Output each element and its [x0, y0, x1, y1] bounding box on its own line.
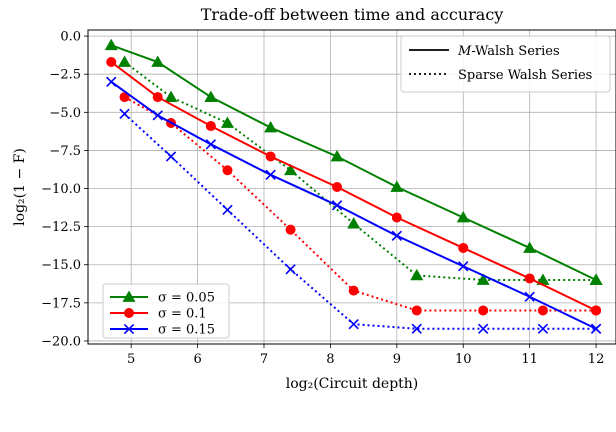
- triangle-marker: [104, 38, 118, 51]
- y-tick-label: −7.5: [49, 144, 81, 159]
- x-marker: [411, 323, 422, 334]
- circle-marker: [537, 305, 548, 316]
- circle-marker: [205, 121, 216, 132]
- circle-marker: [411, 305, 422, 316]
- y-tick-label: −10.0: [41, 182, 81, 197]
- x-marker: [348, 319, 359, 330]
- y-tick-label: −20.0: [41, 334, 81, 349]
- plot-frame: [87, 29, 616, 345]
- triangle-marker: [220, 116, 234, 128]
- legend-label: σ = 0.05: [158, 291, 215, 306]
- triangle-marker: [264, 121, 278, 133]
- legend-label: σ = 0.15: [158, 323, 215, 338]
- x-marker: [152, 110, 163, 121]
- y-axis-label: log₂(1 − F): [12, 148, 28, 226]
- triangle-marker: [476, 273, 490, 285]
- x-marker: [123, 323, 135, 335]
- circle-marker: [222, 165, 233, 176]
- series: [119, 108, 602, 334]
- x-tick-label: 5: [127, 352, 135, 367]
- x-marker: [458, 261, 469, 272]
- circle-marker: [332, 182, 343, 192]
- y-tick-label: −17.5: [41, 296, 81, 311]
- x-marker: [285, 264, 296, 275]
- legend-box: [400, 35, 611, 93]
- legend-label: M-Walsh Series: [457, 44, 560, 59]
- circle-marker: [458, 242, 469, 253]
- x-marker: [106, 76, 117, 87]
- series-layer: [104, 38, 603, 334]
- circle-marker: [348, 285, 359, 296]
- legend-label: Sparse Walsh Series: [458, 68, 592, 83]
- legend-label: σ = 0.1: [158, 307, 207, 322]
- triangle-marker: [347, 217, 361, 229]
- triangle-marker: [456, 210, 470, 223]
- x-marker: [478, 323, 489, 334]
- circle-marker: [119, 92, 130, 103]
- x-tick-label: 6: [193, 352, 201, 367]
- triangle-marker: [589, 273, 603, 285]
- x-tick-label: 11: [521, 352, 538, 367]
- x-marker: [165, 151, 177, 162]
- triangle-marker: [164, 90, 178, 102]
- triangle-marker: [151, 55, 165, 67]
- x-marker: [537, 323, 549, 334]
- circle-marker: [524, 273, 535, 284]
- series-line: [123, 61, 597, 281]
- x-tick-label: 9: [393, 352, 401, 367]
- axis-ticks: 5 6 7 8 9 10 11 12 0.0 −2.5 −5.0 −7.5 −10.0 −12.5 −15.…: [41, 30, 604, 367]
- circle-marker: [265, 151, 276, 162]
- x-marker: [265, 169, 276, 180]
- triangle-marker: [410, 268, 424, 281]
- y-tick-label: −2.5: [49, 68, 81, 83]
- x-marker: [222, 204, 233, 216]
- triangle-marker: [330, 150, 344, 162]
- x-tick-label: 7: [260, 352, 268, 367]
- y-tick-label: −5.0: [49, 106, 81, 121]
- x-marker: [391, 230, 402, 241]
- triangle-marker: [390, 180, 404, 192]
- x-marker: [590, 323, 602, 334]
- x-tick-label: 10: [455, 352, 472, 367]
- y-tick-label: −15.0: [41, 258, 81, 273]
- series-line: [110, 61, 597, 312]
- x-axis-label: log₂(Circuit depth): [286, 376, 419, 392]
- x-marker: [205, 139, 217, 150]
- series: [118, 55, 603, 285]
- x-tick-label: 8: [326, 352, 334, 367]
- circle-marker: [152, 92, 163, 103]
- circle-marker: [106, 57, 117, 68]
- circle-marker: [591, 305, 602, 316]
- circle-marker: [478, 305, 489, 316]
- series: [106, 76, 602, 334]
- series: [119, 92, 602, 316]
- chart-title: Trade-off between time and accuracy: [201, 5, 504, 24]
- legend-sigma: σ = 0.05σ = 0.1σ = 0.15: [102, 283, 230, 339]
- x-marker: [331, 200, 343, 211]
- circle-marker: [285, 224, 296, 235]
- y-tick-label: 0.0: [60, 30, 81, 45]
- triangle-marker: [536, 273, 550, 285]
- x-marker: [119, 108, 130, 120]
- series: [106, 57, 602, 316]
- legend-line-style: M-Walsh Series Sparse Walsh Series: [400, 35, 611, 93]
- triangle-marker: [284, 163, 298, 176]
- y-tick-label: −12.5: [41, 220, 81, 235]
- triangle-marker: [122, 290, 136, 302]
- circle-marker: [391, 212, 402, 223]
- x-marker: [524, 291, 535, 302]
- x-tick-label: 12: [588, 352, 605, 367]
- triangle-marker: [523, 241, 537, 253]
- circle-marker: [124, 308, 134, 318]
- triangle-marker: [118, 55, 132, 67]
- triangle-marker: [204, 90, 218, 102]
